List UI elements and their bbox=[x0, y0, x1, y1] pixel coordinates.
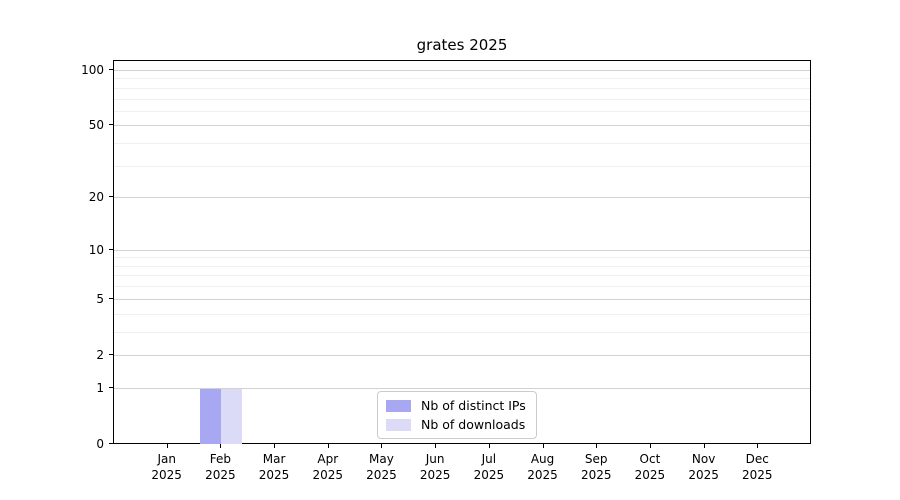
x-tick-label-apr: Apr 2025 bbox=[312, 452, 344, 482]
minor-gridline-8 bbox=[114, 265, 810, 267]
legend-label-distinct-ips: Nb of distinct IPs bbox=[421, 398, 526, 413]
x-tick-mark-nov bbox=[703, 444, 705, 448]
bar-downloads-feb bbox=[221, 388, 243, 444]
legend-item-downloads: Nb of downloads bbox=[386, 417, 526, 432]
x-tick-mark-aug bbox=[542, 444, 544, 448]
y-tick-label-2: 2 bbox=[96, 347, 104, 362]
minor-gridline-70 bbox=[114, 98, 810, 100]
legend-swatch-distinct-ips bbox=[386, 399, 411, 412]
minor-gridline-40 bbox=[114, 143, 810, 145]
minor-gridline-9 bbox=[114, 257, 810, 259]
x-tick-label-mar: Mar 2025 bbox=[258, 452, 290, 482]
bar-distinct-ips-feb bbox=[200, 388, 222, 444]
minor-gridline-80 bbox=[114, 87, 810, 89]
y-tick-label-10: 10 bbox=[88, 242, 104, 257]
legend-item-distinct-ips: Nb of distinct IPs bbox=[386, 398, 526, 413]
y-tick-mark-20 bbox=[109, 196, 113, 198]
major-gridline-1 bbox=[114, 387, 810, 389]
legend-swatch-downloads bbox=[386, 418, 411, 431]
y-tick-label-1: 1 bbox=[96, 380, 104, 395]
y-tick-mark-2 bbox=[109, 353, 113, 355]
minor-gridline-90 bbox=[114, 78, 810, 80]
major-gridline-10 bbox=[114, 249, 810, 251]
x-tick-label-nov: Nov 2025 bbox=[688, 452, 719, 482]
x-tick-mark-feb bbox=[220, 444, 222, 448]
chart-title: grates 2025 bbox=[416, 36, 508, 54]
x-tick-label-may: May 2025 bbox=[366, 452, 397, 482]
x-tick-label-jul: Jul 2025 bbox=[473, 452, 505, 482]
y-tick-label-5: 5 bbox=[96, 291, 104, 306]
minor-gridline-30 bbox=[114, 165, 810, 167]
x-tick-mark-mar bbox=[274, 444, 276, 448]
major-gridline-5 bbox=[114, 298, 810, 300]
x-tick-mark-jan bbox=[166, 444, 168, 448]
y-tick-mark-0 bbox=[109, 443, 113, 444]
y-tick-label-0: 0 bbox=[96, 437, 104, 451]
y-tick-label-100: 100 bbox=[81, 63, 104, 77]
x-tick-mark-oct bbox=[649, 444, 651, 448]
x-tick-mark-sep bbox=[596, 444, 598, 448]
x-tick-label-jan: Jan 2025 bbox=[151, 452, 182, 482]
major-gridline-2 bbox=[114, 354, 810, 356]
x-tick-label-sep: Sep 2025 bbox=[580, 452, 612, 482]
y-tick-mark-50 bbox=[109, 124, 113, 126]
x-tick-label-feb: Feb 2025 bbox=[205, 452, 236, 482]
legend: Nb of distinct IPs Nb of downloads bbox=[377, 391, 537, 439]
x-tick-label-oct: Oct 2025 bbox=[634, 452, 666, 482]
minor-gridline-60 bbox=[114, 110, 810, 112]
x-tick-label-jun: Jun 2025 bbox=[419, 452, 451, 482]
y-tick-mark-10 bbox=[109, 248, 113, 250]
y-tick-mark-100 bbox=[109, 69, 113, 70]
plot-area bbox=[113, 60, 811, 444]
x-tick-label-aug: Aug 2025 bbox=[527, 452, 558, 482]
minor-gridline-7 bbox=[114, 275, 810, 277]
minor-gridline-6 bbox=[114, 286, 810, 288]
y-tick-mark-1 bbox=[109, 386, 113, 388]
major-gridline-100 bbox=[114, 70, 810, 71]
y-tick-label-20: 20 bbox=[88, 190, 104, 205]
x-tick-mark-apr bbox=[327, 444, 329, 448]
major-gridline-20 bbox=[114, 197, 810, 199]
major-gridline-50 bbox=[114, 125, 810, 127]
legend-label-downloads: Nb of downloads bbox=[421, 417, 526, 432]
x-tick-mark-may bbox=[381, 444, 383, 448]
x-tick-mark-dec bbox=[757, 444, 759, 448]
y-tick-label-50: 50 bbox=[88, 118, 104, 133]
x-tick-label-dec: Dec 2025 bbox=[742, 452, 773, 482]
minor-gridline-3 bbox=[114, 331, 810, 333]
minor-gridline-4 bbox=[114, 313, 810, 315]
y-tick-mark-5 bbox=[109, 297, 113, 299]
x-tick-mark-jul bbox=[488, 444, 490, 448]
x-tick-mark-jun bbox=[435, 444, 437, 448]
